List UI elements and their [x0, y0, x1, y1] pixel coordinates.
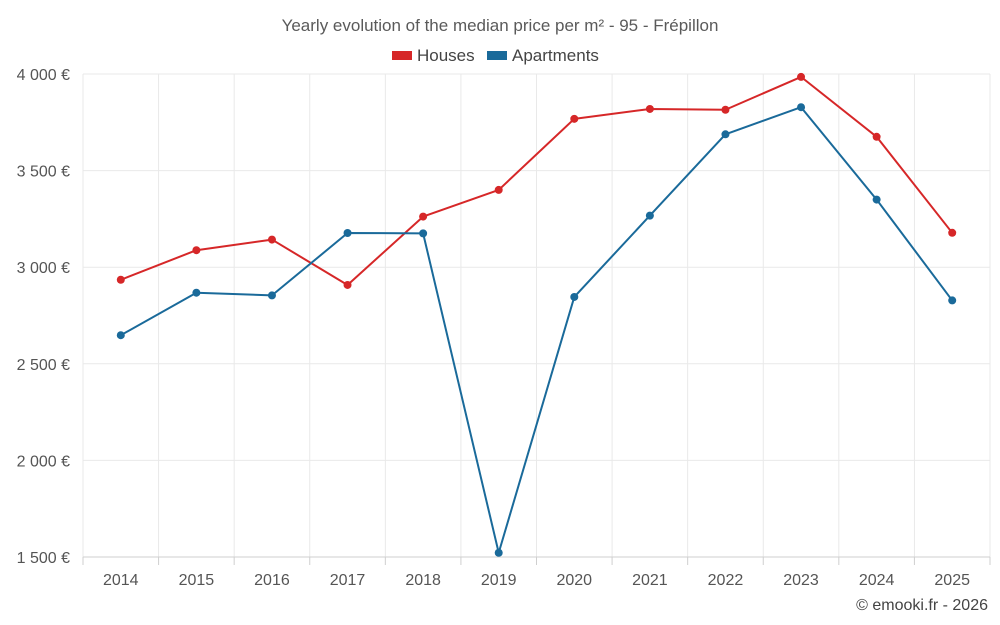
x-tick-label: 2016	[254, 572, 290, 589]
y-tick-label: 3 500 €	[17, 164, 70, 181]
data-point-apartments[interactable]	[343, 229, 352, 238]
series-line-houses	[120, 75, 953, 286]
data-point-houses[interactable]	[192, 246, 201, 255]
x-tick-label: 2025	[934, 572, 970, 589]
legend-swatch-apartments[interactable]	[487, 51, 507, 60]
data-point-houses[interactable]	[116, 275, 125, 284]
data-point-houses[interactable]	[645, 104, 654, 113]
data-point-apartments[interactable]	[267, 291, 276, 300]
data-point-houses[interactable]	[267, 235, 276, 244]
data-point-houses[interactable]	[494, 185, 503, 194]
data-point-houses[interactable]	[570, 114, 579, 123]
legend-swatch-houses[interactable]	[392, 51, 412, 60]
y-axis: 4 000 € 3 500 € 3 000 € 2 500 € 2 000 € 1 500…	[17, 67, 70, 567]
x-tick-label: 2014	[103, 572, 139, 589]
chart-title: Yearly evolution of the median price per…	[282, 16, 719, 35]
data-point-apartments[interactable]	[116, 331, 125, 340]
data-point-apartments[interactable]	[419, 229, 428, 238]
data-point-houses[interactable]	[343, 280, 352, 289]
data-point-apartments[interactable]	[192, 288, 201, 297]
y-tick-label: 1 500 €	[17, 550, 70, 567]
data-point-apartments[interactable]	[797, 103, 806, 112]
data-point-apartments[interactable]	[494, 548, 503, 557]
x-tick-label: 2020	[556, 572, 592, 589]
data-point-houses[interactable]	[721, 105, 730, 114]
data-point-apartments[interactable]	[872, 195, 881, 204]
data-point-houses[interactable]	[948, 228, 957, 237]
data-point-apartments[interactable]	[570, 292, 579, 301]
data-point-houses[interactable]	[797, 72, 806, 81]
y-tick-label: 2 000 €	[17, 453, 70, 470]
x-tick-label: 2017	[330, 572, 366, 589]
legend-label-apartments[interactable]: Apartments	[512, 46, 599, 65]
x-tick-label: 2015	[179, 572, 215, 589]
data-point-apartments[interactable]	[645, 211, 654, 220]
series-line-apartments	[120, 106, 954, 554]
data-point-houses[interactable]	[872, 132, 881, 141]
credit-text: © emooki.fr - 2026	[856, 597, 988, 614]
y-tick-label: 4 000 €	[17, 67, 70, 84]
x-axis: 2014 2015 2016 2017 2018 2019 2020 2021 2022 2023…	[82, 556, 991, 589]
series-group	[116, 72, 957, 557]
x-tick-label: 2018	[405, 572, 441, 589]
data-point-apartments[interactable]	[721, 130, 730, 139]
x-tick-label: 2024	[859, 572, 895, 589]
data-point-apartments[interactable]	[948, 296, 957, 305]
y-tick-label: 3 000 €	[17, 260, 70, 277]
y-tick-label: 2 500 €	[17, 357, 70, 374]
x-tick-label: 2023	[783, 572, 819, 589]
data-point-houses[interactable]	[419, 212, 428, 221]
grid	[82, 73, 991, 557]
x-tick-label: 2021	[632, 572, 668, 589]
x-tick-label: 2022	[708, 572, 744, 589]
legend: Houses Apartments	[392, 46, 599, 65]
x-tick-label: 2019	[481, 572, 517, 589]
legend-label-houses[interactable]: Houses	[417, 46, 475, 65]
